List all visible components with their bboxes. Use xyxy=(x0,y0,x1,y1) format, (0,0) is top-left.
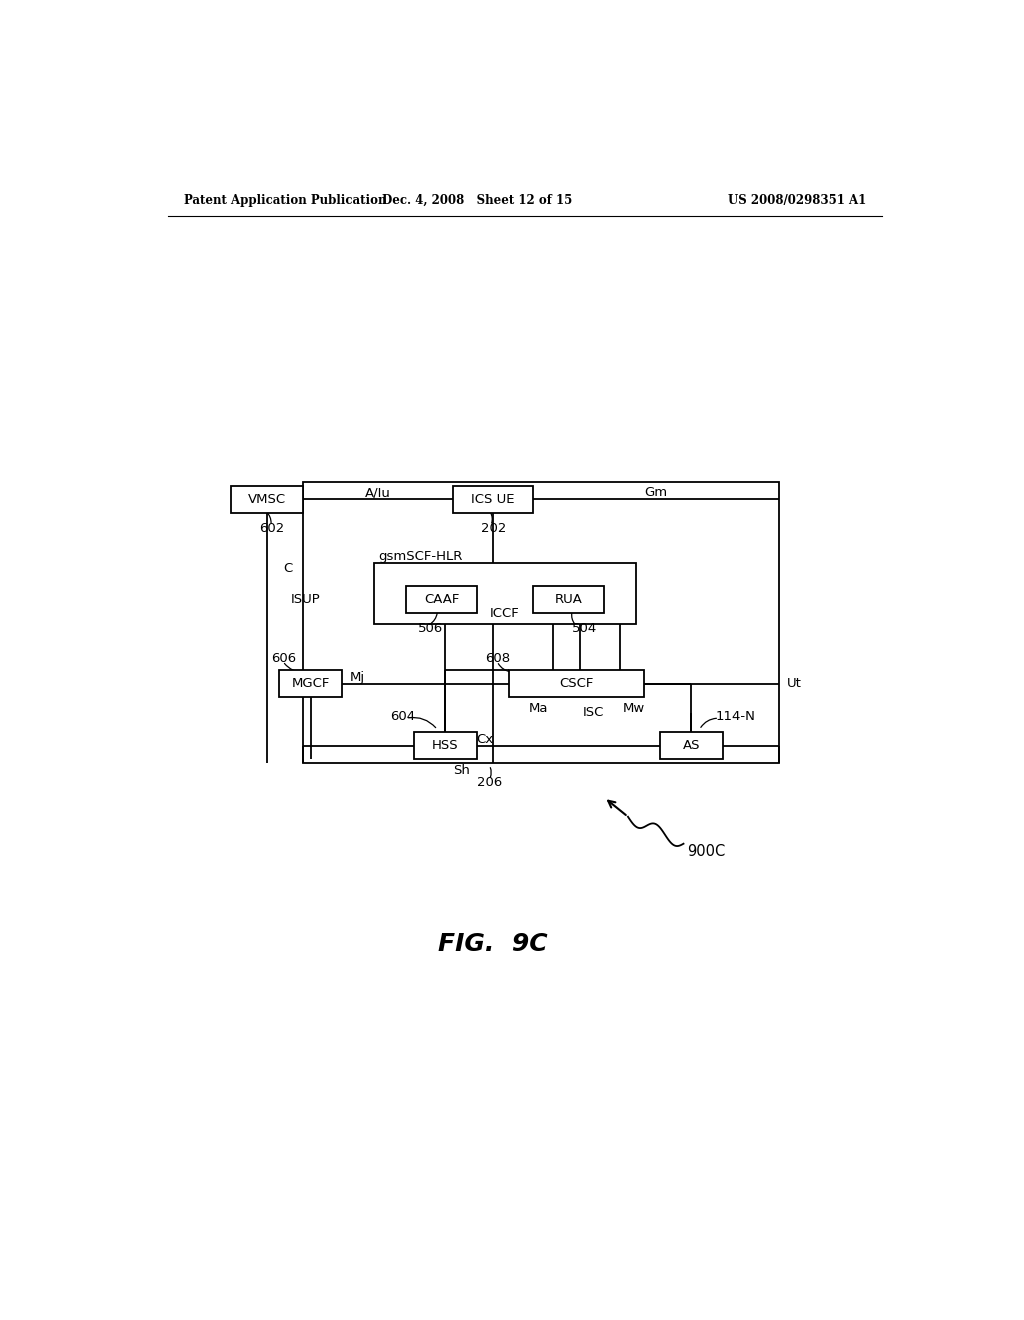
Text: 900C: 900C xyxy=(687,843,726,859)
Text: Mw: Mw xyxy=(623,702,645,715)
Text: 608: 608 xyxy=(485,652,510,665)
Bar xyxy=(374,562,636,624)
Bar xyxy=(279,671,342,697)
Text: FIG.  9C: FIG. 9C xyxy=(438,932,548,956)
Text: ICCF: ICCF xyxy=(490,607,520,620)
Text: 606: 606 xyxy=(270,652,296,665)
Text: VMSC: VMSC xyxy=(248,492,286,506)
Text: HSS: HSS xyxy=(432,739,459,752)
Text: Mj: Mj xyxy=(350,672,366,684)
Text: ISC: ISC xyxy=(583,706,604,719)
Text: 604: 604 xyxy=(390,710,415,723)
Text: ISUP: ISUP xyxy=(291,593,321,606)
Text: RUA: RUA xyxy=(555,593,583,606)
Text: 114-N: 114-N xyxy=(715,710,755,723)
Text: AS: AS xyxy=(683,739,700,752)
Bar xyxy=(532,586,604,612)
Bar xyxy=(509,671,644,697)
Text: MGCF: MGCF xyxy=(292,677,330,690)
Text: C: C xyxy=(283,562,292,576)
Text: 504: 504 xyxy=(572,622,598,635)
Text: Gm: Gm xyxy=(644,487,668,499)
Text: gsmSCF-HLR: gsmSCF-HLR xyxy=(378,550,463,564)
Bar xyxy=(414,733,477,759)
Bar xyxy=(659,733,723,759)
Bar xyxy=(454,486,532,512)
Bar xyxy=(231,486,303,512)
Text: Ma: Ma xyxy=(529,702,549,715)
Bar xyxy=(303,482,778,763)
Text: 206: 206 xyxy=(477,776,503,788)
Text: 506: 506 xyxy=(418,622,443,635)
Text: Dec. 4, 2008   Sheet 12 of 15: Dec. 4, 2008 Sheet 12 of 15 xyxy=(382,194,572,207)
Text: US 2008/0298351 A1: US 2008/0298351 A1 xyxy=(728,194,866,207)
Text: Patent Application Publication: Patent Application Publication xyxy=(183,194,386,207)
Text: Cx: Cx xyxy=(476,733,494,746)
Text: CSCF: CSCF xyxy=(559,677,594,690)
Text: Sh: Sh xyxy=(454,764,470,777)
Bar xyxy=(406,586,477,612)
Text: CAAF: CAAF xyxy=(424,593,459,606)
Text: A/Iu: A/Iu xyxy=(365,487,391,499)
Text: Ut: Ut xyxy=(786,677,802,690)
Text: ICS UE: ICS UE xyxy=(471,492,515,506)
Text: 202: 202 xyxy=(481,521,507,535)
Text: 602: 602 xyxy=(259,521,285,535)
